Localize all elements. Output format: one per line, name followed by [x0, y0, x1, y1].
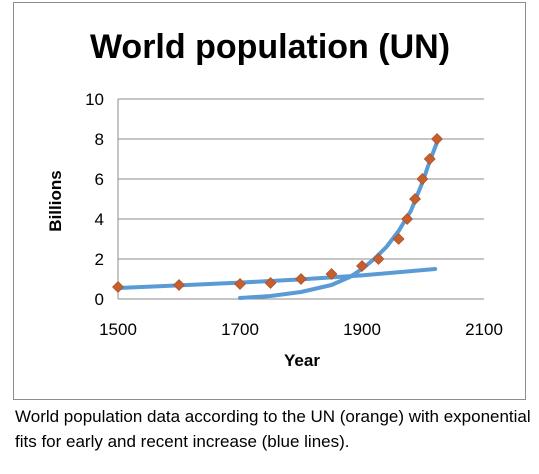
x-tick-label: 1900 — [343, 320, 381, 339]
data-point-marker — [431, 133, 443, 145]
x-tick-label: 1700 — [221, 320, 259, 339]
fit-line-1 — [116, 267, 438, 290]
data-point-marker — [112, 281, 124, 293]
data-point-marker — [356, 260, 368, 272]
chart-frame: 0 2 4 6 8 10 1500 1700 1900 2100 World populatio… — [13, 2, 526, 400]
y-tick-label: 4 — [95, 210, 104, 229]
data-point-marker — [295, 273, 307, 285]
data-point-marker — [173, 279, 185, 291]
x-tick-label: 2100 — [465, 320, 503, 339]
y-tick-label: 8 — [95, 130, 104, 149]
x-tick-labels: 1500 1700 1900 2100 — [99, 320, 503, 339]
population-chart: 0 2 4 6 8 10 1500 1700 1900 2100 World populatio… — [46, 28, 503, 370]
data-point-marker — [264, 277, 277, 289]
y-tick-label: 10 — [85, 90, 104, 109]
data-point-marker — [325, 268, 338, 280]
data-point-marker — [372, 253, 385, 265]
data-point-marker — [401, 213, 414, 225]
grid-lines — [118, 98, 484, 260]
data-point-marker — [409, 193, 421, 205]
chart-title: World population (UN) — [90, 28, 450, 66]
y-tick-label: 2 — [95, 250, 104, 269]
data-point-marker — [392, 233, 405, 245]
y-tick-label: 0 — [95, 290, 104, 309]
data-point-marker — [416, 173, 429, 185]
data-point-marker — [423, 153, 436, 165]
y-tick-label: 6 — [95, 170, 104, 189]
series-layer — [112, 133, 443, 300]
data-point-marker — [234, 278, 246, 290]
x-tick-label: 1500 — [99, 320, 137, 339]
y-tick-labels: 0 2 4 6 8 10 — [85, 90, 104, 309]
y-axis-title: Billions — [46, 170, 65, 231]
figure-caption: World population data according to the U… — [15, 407, 531, 451]
x-axis-title: Year — [284, 351, 320, 370]
